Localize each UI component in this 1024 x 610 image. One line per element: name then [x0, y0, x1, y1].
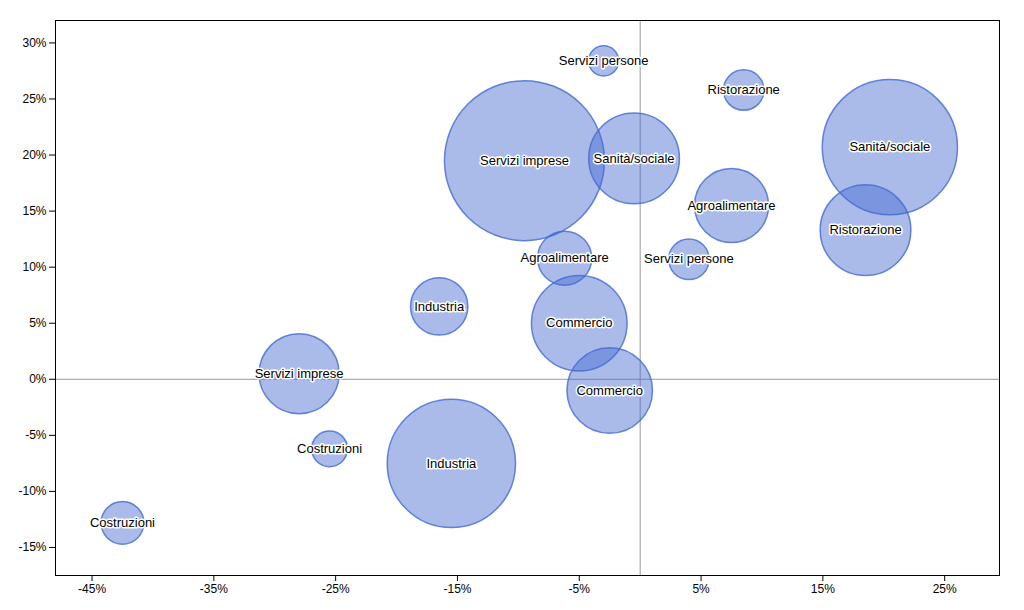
- svg-text:Servizi imprese: Servizi imprese: [480, 153, 569, 168]
- svg-text:Agroalimentare: Agroalimentare: [687, 198, 775, 213]
- svg-text:-25%: -25%: [322, 582, 350, 596]
- svg-text:-5%: -5%: [569, 582, 591, 596]
- svg-text:-45%: -45%: [78, 582, 106, 596]
- svg-text:-10%: -10%: [18, 484, 46, 498]
- svg-text:-15%: -15%: [18, 540, 46, 554]
- svg-text:25%: 25%: [22, 92, 46, 106]
- svg-text:Costruzioni: Costruzioni: [297, 441, 362, 456]
- svg-text:10%: 10%: [22, 260, 46, 274]
- svg-text:Sanità/sociale: Sanità/sociale: [594, 151, 675, 166]
- svg-text:-15%: -15%: [443, 582, 471, 596]
- svg-text:15%: 15%: [811, 582, 835, 596]
- svg-text:25%: 25%: [933, 582, 957, 596]
- svg-text:Sanità/sociale: Sanità/sociale: [849, 139, 930, 154]
- svg-text:30%: 30%: [22, 36, 46, 50]
- svg-text:Commercio: Commercio: [576, 383, 642, 398]
- svg-text:-35%: -35%: [200, 582, 228, 596]
- svg-text:5%: 5%: [29, 316, 47, 330]
- svg-text:Costruzioni: Costruzioni: [90, 515, 155, 530]
- svg-text:15%: 15%: [22, 204, 46, 218]
- svg-text:Ristorazione: Ristorazione: [829, 222, 901, 237]
- svg-text:Commercio: Commercio: [546, 315, 612, 330]
- svg-text:Ristorazione: Ristorazione: [708, 82, 780, 97]
- svg-text:Industria: Industria: [426, 456, 477, 471]
- svg-text:Servizi imprese: Servizi imprese: [255, 366, 344, 381]
- svg-text:Agroalimentare: Agroalimentare: [521, 250, 609, 265]
- svg-text:20%: 20%: [22, 148, 46, 162]
- svg-text:Industria: Industria: [414, 299, 465, 314]
- svg-text:-5%: -5%: [25, 428, 47, 442]
- svg-text:0%: 0%: [29, 372, 47, 386]
- svg-text:Servizi persone: Servizi persone: [559, 53, 649, 68]
- svg-text:5%: 5%: [692, 582, 710, 596]
- svg-text:Servizi persone: Servizi persone: [644, 251, 734, 266]
